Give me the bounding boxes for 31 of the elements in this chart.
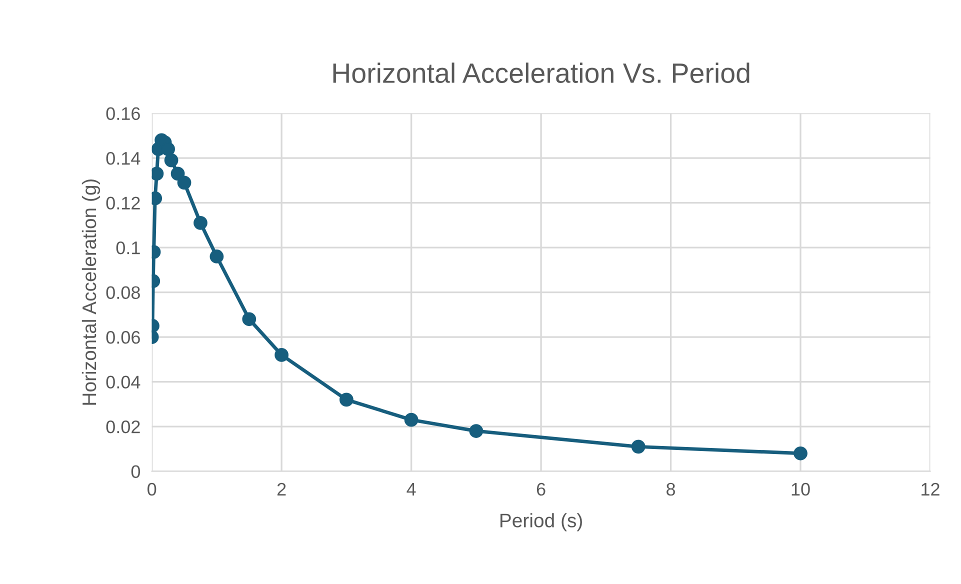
y-tick-label: 0.04 <box>106 376 140 389</box>
point <box>404 412 418 427</box>
point <box>339 392 354 407</box>
point <box>274 348 289 362</box>
point <box>161 142 175 156</box>
x-tick-label: 10 <box>792 482 810 496</box>
y-tick-label: 0 <box>131 465 140 478</box>
point <box>469 424 484 438</box>
x-tick-label: 2 <box>277 482 286 496</box>
point <box>794 446 808 460</box>
point <box>164 153 178 168</box>
x-tick-label: 12 <box>922 482 940 496</box>
y-tick-label: 0.16 <box>106 107 140 120</box>
x-tick-label: 8 <box>666 482 676 496</box>
point <box>242 312 256 326</box>
y-tick-label: 0.08 <box>106 286 140 300</box>
x-tick-label: 6 <box>536 482 546 496</box>
y-tick-label: 0.02 <box>106 420 140 434</box>
point <box>631 440 646 454</box>
x-axis-title: Period (s) <box>500 513 582 532</box>
point <box>194 216 208 230</box>
y-axis-title: Horizontal Acceleration (g) <box>82 179 100 405</box>
y-tick-label: 0.1 <box>116 241 140 254</box>
y-tick-label: 0.14 <box>106 152 140 165</box>
y-tick-label: 0.06 <box>106 330 140 344</box>
x-tick-label: 4 <box>406 483 416 496</box>
x-tick-label: 0 <box>148 482 156 496</box>
y-tick-label: 0.12 <box>106 196 140 210</box>
point <box>210 250 224 264</box>
chart-title: Horizontal Acceleration Vs. Period <box>333 62 750 84</box>
point <box>177 176 192 190</box>
